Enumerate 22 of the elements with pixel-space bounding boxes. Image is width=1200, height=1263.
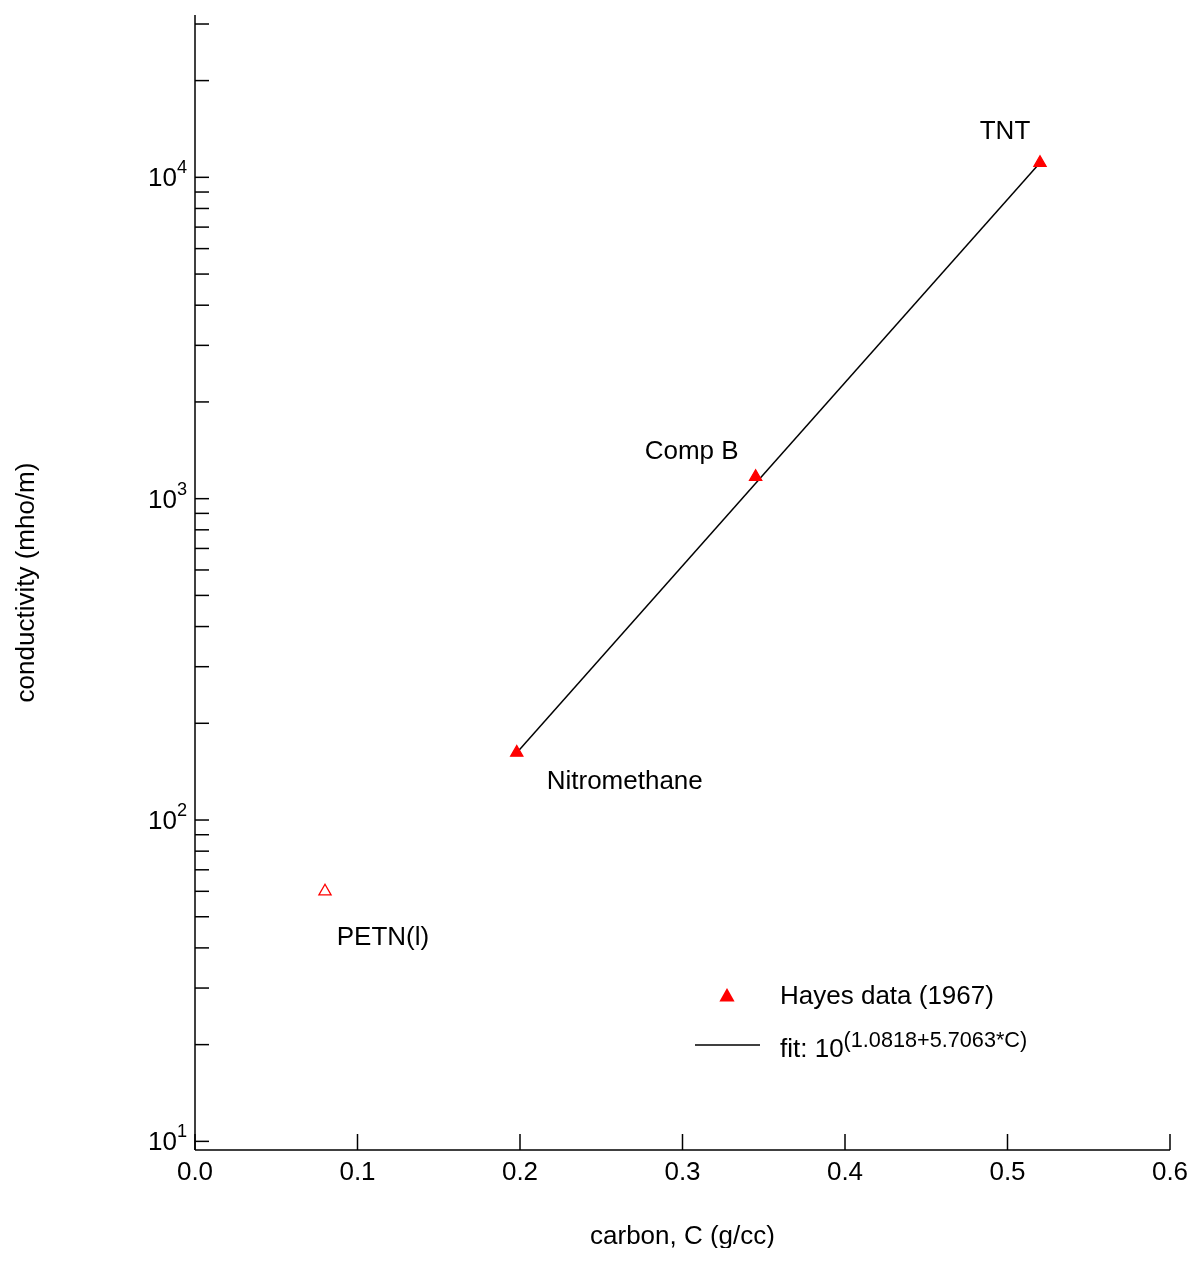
point [1033, 155, 1047, 167]
y-tick-label: 10$^{4}$ [147, 157, 187, 193]
x-tick-label: 0.4 [826, 1156, 864, 1186]
point [510, 745, 524, 757]
x-tick-label: 0.6 [1151, 1156, 1189, 1186]
point [748, 469, 763, 481]
legend-label: fit: 10$^{(1.0818+5.7063*C)}$ [780, 1026, 1028, 1064]
x-tick-label: 0.0 [176, 1156, 214, 1186]
x-tick-label: 0.1 [339, 1156, 376, 1186]
x-tick-label: 0.2 [501, 1156, 539, 1186]
y-axis-title: conductivity (mho/m) [10, 462, 41, 703]
annotation: TNT [979, 114, 1031, 145]
annotation: Nitromethane [546, 764, 703, 795]
y-tick-label: 10$^{1}$ [147, 1121, 187, 1157]
annotation: Comp B [644, 434, 739, 465]
legend-label: Hayes data (1967) [780, 979, 994, 1011]
x-tick-label: 0.3 [664, 1156, 701, 1186]
y-tick-label: 10$^{2}$ [147, 800, 187, 836]
annotation: PETN(l) [336, 921, 430, 952]
y-tick-label: 10$^{3}$ [147, 478, 187, 514]
x-tick-label: 0.5 [989, 1156, 1026, 1186]
point [318, 883, 332, 896]
